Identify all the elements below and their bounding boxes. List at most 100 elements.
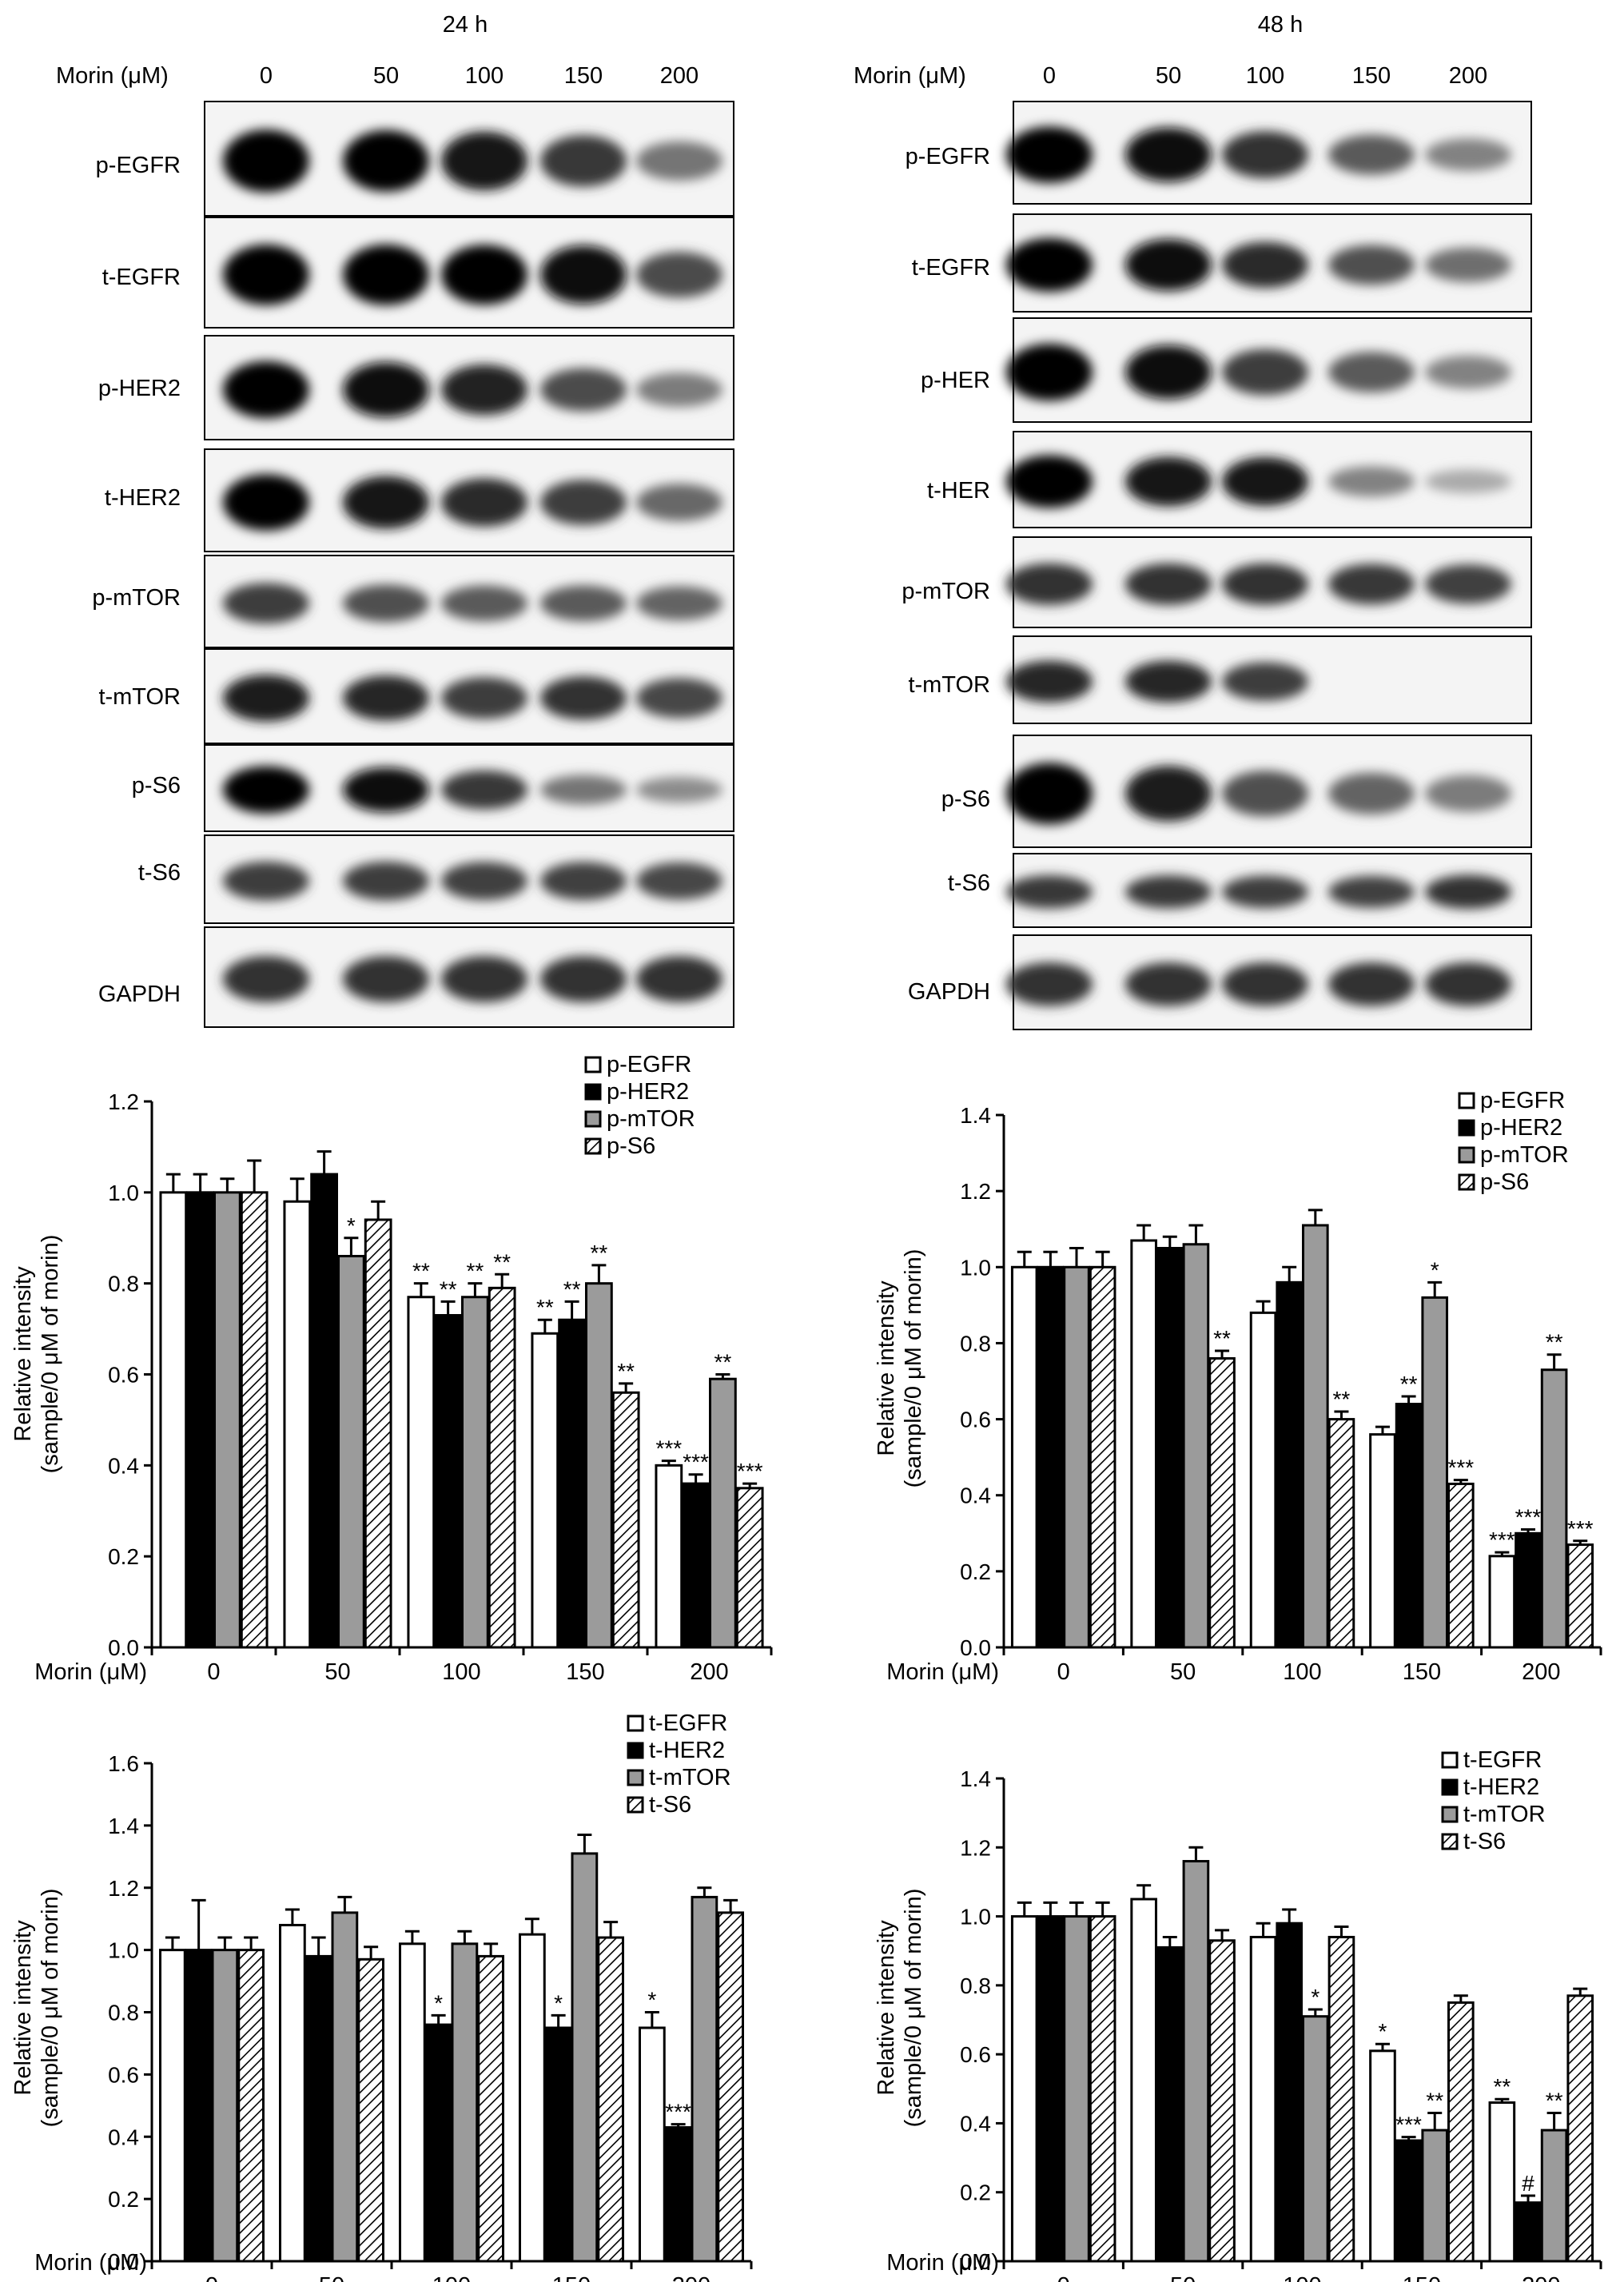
bar-p-mtor-100 — [461, 1296, 489, 1649]
bar-t-s6-150 — [597, 1936, 624, 2263]
legend-swatch-p-mtor — [584, 1110, 602, 1128]
blot-band-p-s6-lane-1 — [1006, 763, 1093, 825]
chart-48h-phospho-ylabel: Relative intensity — [874, 1280, 899, 1456]
bar-p-her2-50 — [310, 1173, 339, 1649]
blot-band-t-her-lane-4 — [1328, 466, 1415, 497]
blot-band-t-egfr-lane-3 — [441, 245, 527, 305]
blot-band-p-her2-lane-1 — [223, 360, 309, 419]
bar-p-her2-100 — [434, 1314, 462, 1649]
x-tick-label-150: 150 — [566, 1659, 604, 1685]
chart-24h-phospho: Relative intensity (sample/0 μM of morin… — [10, 1052, 773, 1685]
bar-p-her2-200 — [682, 1482, 710, 1649]
bar-p-egfr-50 — [1130, 1239, 1157, 1649]
bar-p-her2-200 — [1515, 1531, 1542, 1649]
legend-swatch-p-egfr — [584, 1056, 602, 1073]
y-tick-label: 1.0 — [960, 1905, 991, 1930]
blot-band-p-egfr-lane-3 — [441, 131, 527, 191]
blot-48h-row-label-p-s6: p-S6 — [941, 787, 990, 812]
significance-p-mtor-200: ** — [714, 1350, 731, 1375]
bar-t-mtor-200 — [1540, 2129, 1568, 2263]
legend-swatch-p-s6 — [1458, 1173, 1475, 1191]
blot-band-p-egfr-lane-2 — [1125, 127, 1212, 182]
legend-swatch-t-her2 — [1441, 1778, 1459, 1796]
x-tick-label-100: 100 — [1283, 2273, 1321, 2282]
bar-p-egfr-100 — [407, 1296, 436, 1649]
blot-48-h-panel-p-egfr — [1006, 101, 1532, 205]
y-tick-label: 0.0 — [960, 1635, 991, 1660]
bar-t-mtor-100 — [451, 1942, 479, 2263]
y-tick-label: 0.2 — [960, 1559, 991, 1584]
chart-48h-phospho-xlabel: Morin (μM) — [886, 1659, 999, 1685]
y-tick-label: 0.6 — [108, 1363, 139, 1388]
blot-48h-row-label-gapdh: GAPDH — [908, 979, 990, 1005]
blot-48-h-panel-t-her — [1006, 431, 1532, 528]
significance-p-s6-50: ** — [1213, 1326, 1231, 1351]
blot-band-p-s6-lane-3 — [1222, 771, 1308, 817]
blot-48-h-panel-p-mtor — [1006, 536, 1532, 628]
blot-48h-dose-50: 50 — [1156, 63, 1181, 89]
y-tick-label: 0.6 — [960, 2042, 991, 2067]
y-tick-label: 1.4 — [960, 1103, 991, 1128]
blot-band-p-her-lane-4 — [1328, 352, 1415, 392]
blot-band-t-mtor-lane-4 — [540, 676, 627, 720]
blot-band-p-s6-lane-4 — [1328, 772, 1415, 814]
legend-label-p-egfr: p-EGFR — [607, 1052, 691, 1077]
bar-p-s6-50 — [364, 1218, 392, 1649]
blot-band-t-egfr-lane-1 — [223, 244, 309, 305]
significance-t-her2-200: # — [1522, 2171, 1534, 2196]
legend-label-t-mtor: t-mTOR — [649, 1765, 731, 1790]
bar-p-mtor-0 — [213, 1191, 241, 1649]
blot-band-t-egfr-lane-5 — [1425, 247, 1511, 282]
blot-48-h-panel-p-s6 — [1006, 735, 1532, 848]
blot-band-p-egfr-lane-5 — [636, 141, 722, 181]
significance-p-mtor-150: * — [1431, 1257, 1439, 1282]
legend-swatch-t-egfr — [1441, 1751, 1459, 1769]
blot-band-t-egfr-lane-4 — [540, 245, 627, 305]
blot-24h-row-label-t-mtor: t-mTOR — [98, 684, 181, 710]
blot-band-t-egfr-lane-2 — [1125, 238, 1212, 291]
blot-48h-panels — [1006, 101, 1532, 1030]
blot-band-p-s6-lane-2 — [1125, 766, 1212, 822]
blot-24h-row-label-gapdh: GAPDH — [98, 982, 181, 1007]
bar-p-mtor-50 — [337, 1255, 365, 1649]
blot-band-t-her-lane-1 — [1006, 455, 1093, 508]
bar-t-her2-0 — [1037, 1915, 1065, 2263]
significance-p-mtor-100: ** — [466, 1259, 484, 1284]
bar-t-mtor-150 — [571, 1852, 599, 2263]
blot-band-p-egfr-lane-1 — [1006, 126, 1093, 183]
bar-p-s6-150 — [611, 1391, 640, 1649]
bar-t-s6-0 — [1089, 1915, 1116, 2263]
chart-24h-phospho-ylabel-units: (sample/0 μM of morin) — [38, 1235, 63, 1474]
significance-t-her2-150: *** — [1395, 2113, 1422, 2137]
blot-band-t-s6-lane-1 — [1006, 875, 1093, 909]
significance-p-egfr-200: *** — [1489, 1527, 1515, 1552]
chart-24h-total-marks: 0.0 0.2 0.4 0.6 0.8 1.0 1.2 1.4 1.6 0 50 100 150 200 *… — [108, 1751, 753, 2282]
blot-24-h-panel-t-s6 — [204, 834, 734, 924]
blot-24h-dose-0: 0 — [260, 63, 273, 89]
x-tick-label-200: 200 — [1522, 1659, 1560, 1685]
legend-swatch-t-egfr — [627, 1714, 644, 1732]
x-tick-label-50: 50 — [1170, 2273, 1196, 2282]
blot-band-t-mtor-lane-1 — [223, 675, 309, 722]
x-tick-label-50: 50 — [324, 1659, 350, 1685]
significance-p-s6-200: *** — [737, 1459, 763, 1483]
bar-t-mtor-150 — [1421, 2129, 1449, 2263]
blot-band-gapdh-lane-5 — [636, 956, 722, 1002]
significance-p-egfr-100: ** — [412, 1259, 430, 1284]
blot-24-h-panel-p-mtor — [204, 555, 734, 648]
blot-48h-morin-label: Morin (μM) — [854, 63, 966, 89]
y-tick-label: 1.4 — [108, 1814, 139, 1838]
blot-band-t-her2-lane-5 — [636, 484, 722, 521]
bar-t-egfr-100 — [1249, 1935, 1277, 2263]
blot-band-t-egfr-lane-5 — [636, 252, 722, 298]
blot-24h-row-label-t-egfr: t-EGFR — [102, 265, 181, 290]
bar-t-her2-200 — [664, 2126, 692, 2263]
chart-24h-total-ylabel: Relative intensity — [10, 1920, 36, 2096]
blot-48h-row-label-p-her: p-HER — [921, 368, 990, 393]
bar-t-her2-150 — [1395, 2139, 1423, 2263]
legend-swatch-p-egfr — [1458, 1092, 1475, 1109]
legend-swatch-t-mtor — [627, 1769, 644, 1786]
bar-t-her2-200 — [1515, 2201, 1542, 2263]
